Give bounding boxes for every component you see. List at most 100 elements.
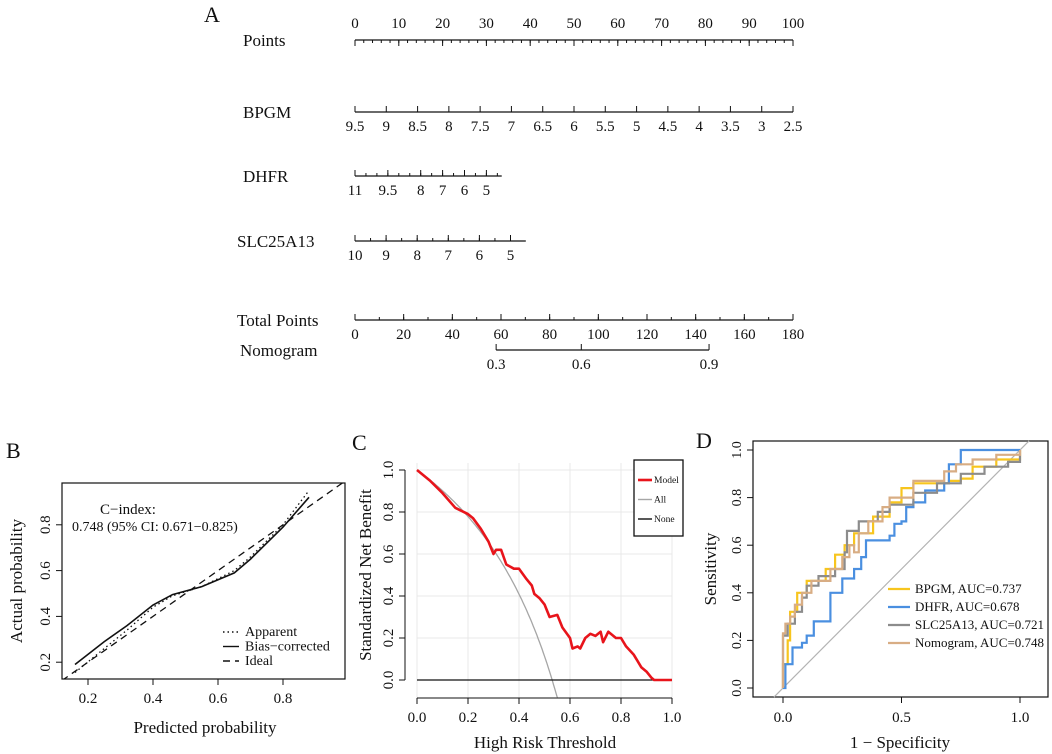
y-tick-label: 1.0: [730, 441, 745, 459]
nomogram-row-bpgm: BPGM 9.5 9 8.5 8 7.5 7 6.5 6 5.5 5 4.5 4 3.5 3 2.5: [243, 103, 802, 135]
x-tick-label: 0.4: [510, 710, 529, 726]
plot-frame: [752, 440, 1049, 698]
row-label: Points: [243, 31, 286, 50]
x-axis-label: Predicted probability: [133, 718, 277, 737]
y-tick-label: 0.2: [38, 653, 54, 672]
y-tick-label: 0.0: [381, 671, 397, 690]
legend-label: DHFR, AUC=0.678: [915, 599, 1020, 614]
panel-label-b: B: [6, 438, 21, 463]
x-tick-label: 0.8: [274, 691, 293, 707]
tick-label: 5: [483, 183, 491, 199]
reference-diagonal: [773, 440, 1030, 698]
c-index-value: 0.748 (95% CI: 0.671−0.825): [72, 520, 238, 535]
tick-label: 3.5: [721, 119, 740, 135]
y-tick-label: 0.6: [381, 544, 397, 563]
tick-label: 8.5: [408, 119, 427, 135]
tick-label: 120: [636, 327, 659, 343]
tick-label: 160: [733, 327, 756, 343]
tick-label: 11: [348, 183, 362, 199]
legend-label: Model: [654, 476, 679, 486]
tick-label: 140: [684, 327, 707, 343]
row-label: SLC25A13: [237, 232, 314, 251]
roc-curve-slc25a13: [781, 450, 1022, 688]
tick-label: 60: [610, 16, 625, 32]
tick-label: 20: [435, 16, 450, 32]
tick-label: 100: [782, 16, 805, 32]
tick-label: 50: [567, 16, 582, 32]
y-tick-label: 0.6: [730, 536, 745, 554]
panel-label-c: C: [352, 430, 367, 455]
tick-label: 7: [508, 119, 516, 135]
legend-label: All: [654, 496, 667, 506]
row-label: Total Points: [237, 311, 318, 330]
legend-label: BPGM, AUC=0.737: [915, 581, 1022, 596]
tick-label: 9: [382, 248, 390, 264]
series-model: [416, 468, 672, 682]
y-tick-label: 0.8: [38, 515, 54, 534]
x-tick-label: 0.0: [774, 710, 793, 726]
y-axis-label: Standardized Net Benefit: [356, 489, 375, 661]
y-tick-label: 0.4: [730, 584, 745, 602]
tick-label: 7: [445, 248, 453, 264]
x-axis-label: 1 − Specificity: [850, 733, 951, 752]
legend-label: Apparent: [245, 625, 297, 640]
tick-label: 0.3: [487, 357, 506, 373]
tick-label: 100: [587, 327, 610, 343]
legend-label: Ideal: [245, 654, 273, 669]
tick-label: 40: [523, 16, 538, 32]
tick-label: 0.9: [700, 357, 719, 373]
tick-label: 5: [507, 248, 515, 264]
tick-label: 9.5: [378, 183, 397, 199]
x-tick-label: 0.4: [144, 691, 163, 707]
c-index-label: C−index:: [100, 502, 156, 518]
tick-label: 7.5: [471, 119, 490, 135]
x-tick-label: 1.0: [1011, 710, 1030, 726]
tick-label: 5.5: [596, 119, 615, 135]
tick-label: 6: [476, 248, 484, 264]
y-tick-label: 0.6: [38, 561, 54, 580]
tick-label: 90: [742, 16, 757, 32]
tick-label: 4: [695, 119, 703, 135]
tick-label: 4.5: [658, 119, 677, 135]
row-label: BPGM: [243, 103, 291, 122]
tick-label: 70: [654, 16, 669, 32]
tick-label: 60: [494, 327, 509, 343]
x-tick-label: 0.6: [561, 710, 580, 726]
tick-label: 40: [445, 327, 460, 343]
tick-label: 10: [391, 16, 406, 32]
x-tick-label: 0.2: [459, 710, 478, 726]
y-tick-label: 0.2: [730, 632, 745, 650]
nomogram-row-nomogram: Nomogram 0.3 0.6 0.9: [240, 341, 718, 373]
roc-curve-nomogram: [781, 450, 1022, 688]
legend-box: [633, 459, 684, 537]
x-tick-label: 1.0: [663, 710, 682, 726]
legend-label: Bias−corrected: [245, 640, 330, 655]
y-tick-label: 0.8: [381, 503, 397, 522]
tick-label: 6.5: [533, 119, 552, 135]
row-label: DHFR: [243, 167, 289, 186]
y-axis-label: Actual probability: [7, 518, 26, 643]
tick-label: 180: [782, 327, 805, 343]
tick-label: 8: [445, 119, 453, 135]
tick-label: 30: [479, 16, 494, 32]
tick-label: 2.5: [784, 119, 803, 135]
legend-label: SLC25A13, AUC=0.721: [915, 617, 1044, 632]
nomogram-row-total-points: Total Points 0 20 40 60 80 100 120 140 160 180: [237, 311, 804, 343]
x-tick-label: 0.6: [209, 691, 228, 707]
panel-label-d: D: [696, 428, 712, 453]
nomogram-row-slc25a13: SLC25A13 10 9 8 7 6 5: [237, 232, 526, 264]
y-tick-label: 0.2: [381, 629, 397, 648]
roc-curve-dhfr: [783, 448, 1020, 690]
tick-label: 80: [698, 16, 713, 32]
nomogram-row-dhfr: DHFR 11 9.5 8 7 6 5: [243, 167, 502, 199]
series-ideal: [63, 483, 344, 679]
y-tick-label: 0.0: [730, 679, 745, 697]
y-tick-label: 1.0: [381, 461, 397, 480]
x-tick-label: 0.8: [612, 710, 631, 726]
plot-frame: [61, 482, 346, 680]
y-tick-label: 0.4: [381, 586, 397, 605]
panel-d-roc-curves: D 0.0 0.5 1.0 0.0 0.2 0.4 0.6 0.8 1.0 1 − Specifi…: [696, 428, 1049, 752]
nomogram-row-points: Points 0 10 20 30 40 50 60 70 80 90 100: [243, 16, 804, 50]
